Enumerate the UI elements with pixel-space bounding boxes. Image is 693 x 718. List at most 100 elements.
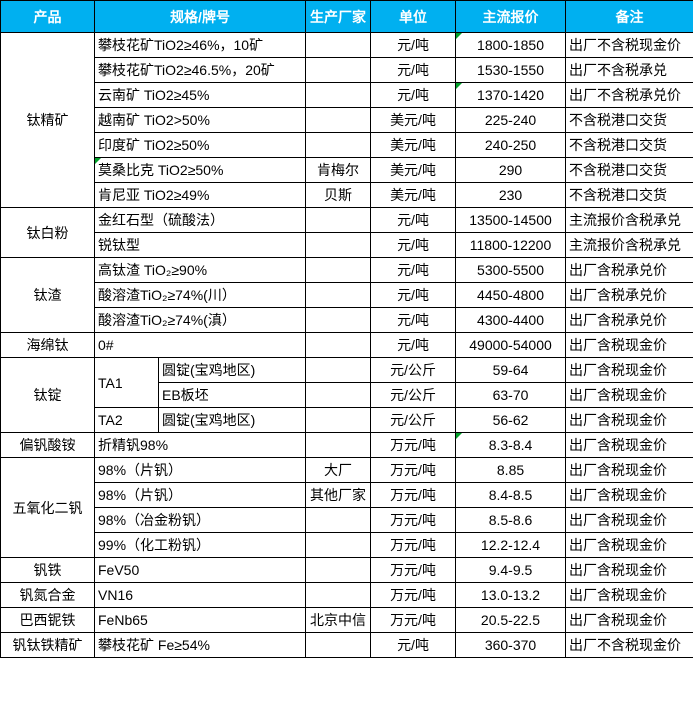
manufacturer-cell[interactable] bbox=[305, 582, 372, 608]
manufacturer-cell[interactable] bbox=[305, 257, 372, 283]
note-cell[interactable]: 不含税港口交货 bbox=[565, 157, 693, 183]
manufacturer-cell[interactable]: 其他厂家 bbox=[305, 482, 372, 508]
price-cell[interactable]: 9.4-9.5 bbox=[455, 557, 567, 583]
manufacturer-cell[interactable]: 北京中信 bbox=[305, 607, 372, 633]
unit-cell[interactable]: 元/吨 bbox=[370, 332, 457, 358]
spec-cell[interactable]: 攀枝花矿 Fe≥54% bbox=[93, 632, 307, 658]
manufacturer-cell[interactable] bbox=[305, 357, 372, 383]
unit-cell[interactable]: 万元/吨 bbox=[370, 432, 457, 458]
spec-cell[interactable]: 越南矿 TiO2>50% bbox=[93, 107, 307, 133]
price-cell[interactable]: 1800-1850 bbox=[455, 32, 567, 58]
column-header[interactable]: 生产厂家 bbox=[305, 0, 372, 33]
note-cell[interactable]: 出厂含税现金价 bbox=[565, 357, 693, 383]
unit-cell[interactable]: 元/吨 bbox=[370, 207, 457, 233]
note-cell[interactable]: 不含税港口交货 bbox=[565, 182, 693, 208]
note-cell[interactable]: 出厂不含税现金价 bbox=[565, 632, 693, 658]
spec-cell[interactable]: 折精钒98% bbox=[93, 432, 307, 458]
manufacturer-cell[interactable] bbox=[305, 407, 372, 433]
note-cell[interactable]: 出厂含税现金价 bbox=[565, 482, 693, 508]
note-cell[interactable]: 出厂含税现金价 bbox=[565, 432, 693, 458]
product-cell[interactable]: 偏钒酸铵 bbox=[0, 432, 95, 458]
note-cell[interactable]: 主流报价含税承兑 bbox=[565, 207, 693, 233]
product-cell[interactable]: 钒氮合金 bbox=[0, 582, 95, 608]
manufacturer-cell[interactable] bbox=[305, 332, 372, 358]
price-cell[interactable]: 13.0-13.2 bbox=[455, 582, 567, 608]
price-cell[interactable]: 13500-14500 bbox=[455, 207, 567, 233]
manufacturer-cell[interactable] bbox=[305, 107, 372, 133]
unit-cell[interactable]: 元/吨 bbox=[370, 282, 457, 308]
note-cell[interactable]: 出厂含税现金价 bbox=[565, 382, 693, 408]
note-cell[interactable]: 出厂含税现金价 bbox=[565, 607, 693, 633]
column-header[interactable]: 规格/牌号 bbox=[93, 0, 307, 33]
price-cell[interactable]: 11800-12200 bbox=[455, 232, 567, 258]
product-cell[interactable]: 海绵钛 bbox=[0, 332, 95, 358]
price-cell[interactable]: 8.5-8.6 bbox=[455, 507, 567, 533]
note-cell[interactable]: 出厂含税承兑价 bbox=[565, 282, 693, 308]
shape-cell[interactable]: 圆锭(宝鸡地区) bbox=[157, 407, 307, 433]
price-cell[interactable]: 290 bbox=[455, 157, 567, 183]
price-cell[interactable]: 230 bbox=[455, 182, 567, 208]
shape-cell[interactable]: EB板坯 bbox=[157, 382, 307, 408]
manufacturer-cell[interactable] bbox=[305, 132, 372, 158]
price-cell[interactable]: 1530-1550 bbox=[455, 57, 567, 83]
manufacturer-cell[interactable] bbox=[305, 557, 372, 583]
manufacturer-cell[interactable] bbox=[305, 207, 372, 233]
unit-cell[interactable]: 万元/吨 bbox=[370, 532, 457, 558]
note-cell[interactable]: 出厂含税现金价 bbox=[565, 332, 693, 358]
price-cell[interactable]: 5300-5500 bbox=[455, 257, 567, 283]
column-header[interactable]: 产品 bbox=[0, 0, 95, 33]
unit-cell[interactable]: 元/公斤 bbox=[370, 357, 457, 383]
unit-cell[interactable]: 元/吨 bbox=[370, 232, 457, 258]
manufacturer-cell[interactable]: 大厂 bbox=[305, 457, 372, 483]
unit-cell[interactable]: 万元/吨 bbox=[370, 482, 457, 508]
note-cell[interactable]: 出厂不含税承兑 bbox=[565, 57, 693, 83]
manufacturer-cell[interactable]: 肯梅尔 bbox=[305, 157, 372, 183]
product-cell[interactable]: 钛渣 bbox=[0, 257, 95, 333]
spec-cell[interactable]: 酸溶渣TiO₂≥74%(滇） bbox=[93, 307, 307, 333]
product-cell[interactable]: 钒铁 bbox=[0, 557, 95, 583]
column-header[interactable]: 单位 bbox=[370, 0, 457, 33]
spec-cell[interactable]: FeNb65 bbox=[93, 607, 307, 633]
spec-cell[interactable]: 攀枝花矿TiO2≥46.5%，20矿 bbox=[93, 57, 307, 83]
price-cell[interactable]: 1370-1420 bbox=[455, 82, 567, 108]
product-cell[interactable]: 钛锭 bbox=[0, 357, 95, 433]
unit-cell[interactable]: 元/吨 bbox=[370, 307, 457, 333]
spec-cell[interactable]: 98%（冶金粉钒） bbox=[93, 507, 307, 533]
price-cell[interactable]: 225-240 bbox=[455, 107, 567, 133]
price-cell[interactable]: 59-64 bbox=[455, 357, 567, 383]
unit-cell[interactable]: 万元/吨 bbox=[370, 582, 457, 608]
price-cell[interactable]: 63-70 bbox=[455, 382, 567, 408]
price-cell[interactable]: 12.2-12.4 bbox=[455, 532, 567, 558]
note-cell[interactable]: 出厂含税现金价 bbox=[565, 582, 693, 608]
note-cell[interactable]: 不含税港口交货 bbox=[565, 107, 693, 133]
price-cell[interactable]: 360-370 bbox=[455, 632, 567, 658]
price-cell[interactable]: 56-62 bbox=[455, 407, 567, 433]
product-cell[interactable]: 钛白粉 bbox=[0, 207, 95, 258]
spec-cell[interactable]: 酸溶渣TiO₂≥74%(川） bbox=[93, 282, 307, 308]
manufacturer-cell[interactable]: 贝斯 bbox=[305, 182, 372, 208]
unit-cell[interactable]: 元/吨 bbox=[370, 257, 457, 283]
price-cell[interactable]: 8.3-8.4 bbox=[455, 432, 567, 458]
unit-cell[interactable]: 万元/吨 bbox=[370, 457, 457, 483]
spec-cell[interactable]: 云南矿 TiO2≥45% bbox=[93, 82, 307, 108]
unit-cell[interactable]: 元/吨 bbox=[370, 32, 457, 58]
spec-cell[interactable]: 99%（化工粉钒） bbox=[93, 532, 307, 558]
manufacturer-cell[interactable] bbox=[305, 507, 372, 533]
manufacturer-cell[interactable] bbox=[305, 382, 372, 408]
manufacturer-cell[interactable] bbox=[305, 307, 372, 333]
note-cell[interactable]: 出厂不含税承兑价 bbox=[565, 82, 693, 108]
note-cell[interactable]: 出厂含税现金价 bbox=[565, 407, 693, 433]
spec-cell[interactable]: 金红石型（硫酸法） bbox=[93, 207, 307, 233]
spec-cell[interactable]: VN16 bbox=[93, 582, 307, 608]
shape-cell[interactable]: 圆锭(宝鸡地区) bbox=[157, 357, 307, 383]
price-cell[interactable]: 4450-4800 bbox=[455, 282, 567, 308]
spec-cell[interactable]: 印度矿 TiO2≥50% bbox=[93, 132, 307, 158]
grade-cell[interactable]: TA2 bbox=[94, 407, 159, 433]
note-cell[interactable]: 不含税港口交货 bbox=[565, 132, 693, 158]
note-cell[interactable]: 出厂不含税现金价 bbox=[565, 32, 693, 58]
unit-cell[interactable]: 元/吨 bbox=[370, 57, 457, 83]
manufacturer-cell[interactable] bbox=[305, 82, 372, 108]
spec-cell[interactable]: 0# bbox=[93, 332, 307, 358]
unit-cell[interactable]: 元/公斤 bbox=[370, 407, 457, 433]
manufacturer-cell[interactable] bbox=[305, 57, 372, 83]
